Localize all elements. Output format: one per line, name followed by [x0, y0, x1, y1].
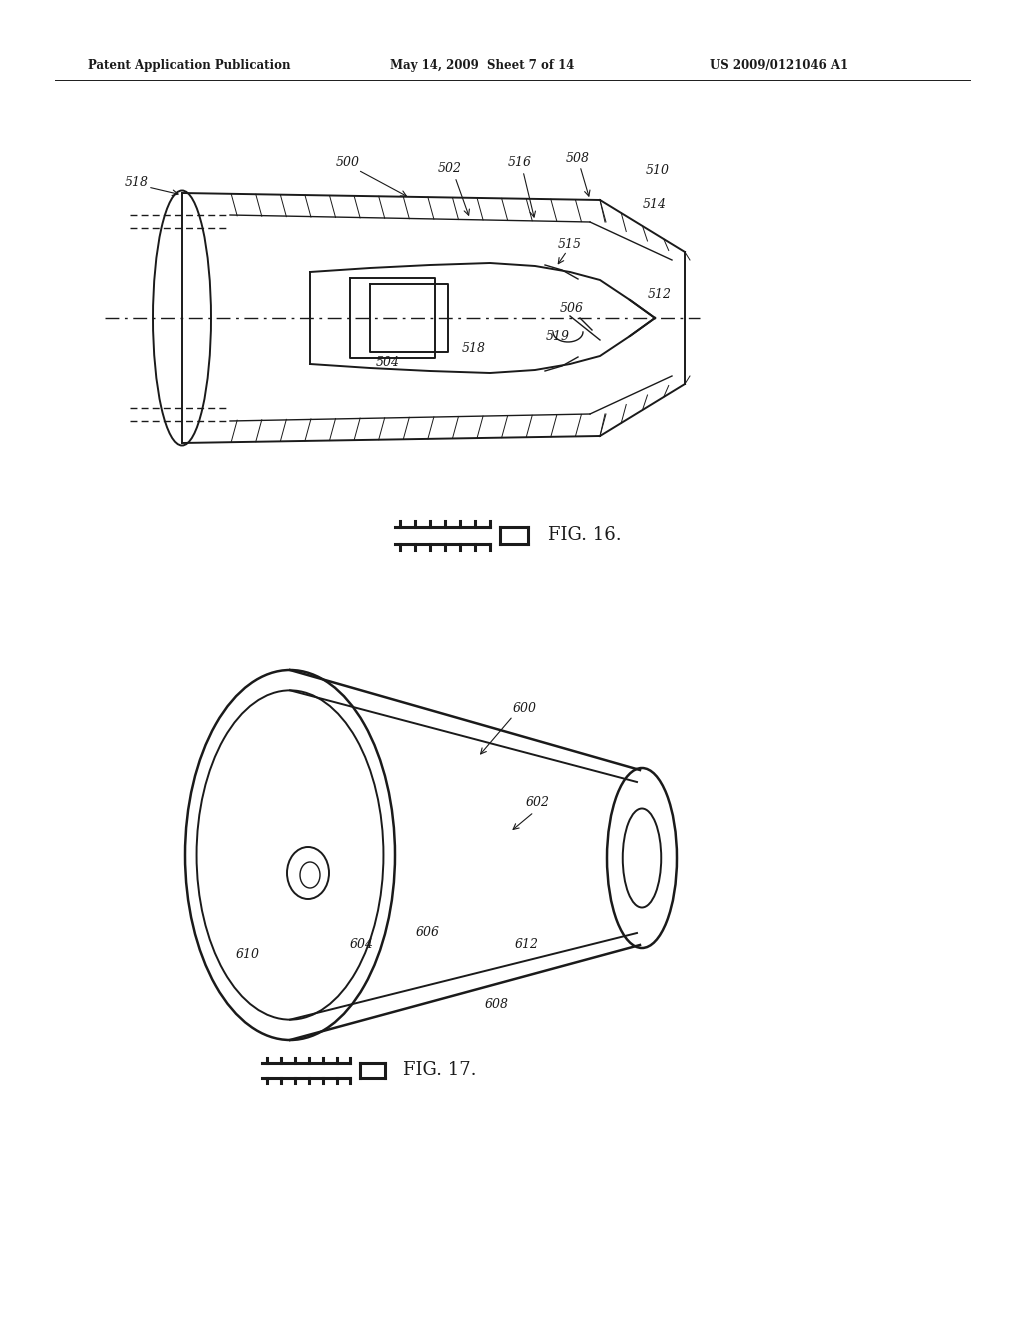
- Text: 606: 606: [416, 925, 440, 939]
- Text: 508: 508: [566, 152, 590, 165]
- Text: 500: 500: [336, 157, 360, 169]
- Text: 504: 504: [376, 355, 400, 368]
- Text: 519: 519: [546, 330, 570, 343]
- Text: 600: 600: [513, 701, 537, 714]
- Text: 502: 502: [438, 162, 462, 176]
- Text: 510: 510: [646, 164, 670, 177]
- Text: US 2009/0121046 A1: US 2009/0121046 A1: [710, 58, 848, 71]
- Text: 512: 512: [648, 289, 672, 301]
- Text: 506: 506: [560, 301, 584, 314]
- Text: 602: 602: [526, 796, 550, 809]
- Text: 514: 514: [643, 198, 667, 211]
- Text: 610: 610: [236, 949, 260, 961]
- Text: May 14, 2009  Sheet 7 of 14: May 14, 2009 Sheet 7 of 14: [390, 58, 574, 71]
- Text: FIG. 17.: FIG. 17.: [403, 1061, 476, 1078]
- Text: 515: 515: [558, 238, 582, 251]
- Text: 608: 608: [485, 998, 509, 1011]
- Text: Patent Application Publication: Patent Application Publication: [88, 58, 291, 71]
- Text: 612: 612: [515, 939, 539, 952]
- Text: FIG. 16.: FIG. 16.: [548, 525, 622, 544]
- Text: 518: 518: [125, 176, 150, 189]
- Text: 516: 516: [508, 157, 532, 169]
- Text: 604: 604: [350, 937, 374, 950]
- Text: 518: 518: [462, 342, 486, 355]
